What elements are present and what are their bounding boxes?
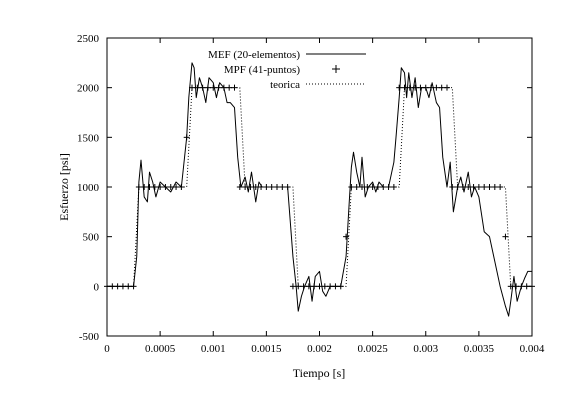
x-tick-label: 0.003 (413, 343, 438, 355)
legend: MEF (20-elementos) MPF (41-puntos) teori… (208, 49, 366, 91)
mpf-point (236, 184, 243, 190)
mpf-point (396, 84, 403, 91)
y-tick-label: 1000 (77, 182, 100, 194)
x-axis-label: Tiempo [s] (293, 366, 346, 380)
y-tick-label: 2500 (77, 33, 100, 45)
mpf-point (199, 84, 206, 91)
x-tick-label: 0.0025 (358, 343, 389, 355)
y-tick-label: 1500 (77, 132, 100, 144)
y-axis-label: Esfuerzo [psi] (57, 153, 71, 221)
legend-label-mpf: MPF (41-puntos) (224, 64, 300, 76)
x-tick-label: 0.0015 (251, 343, 282, 355)
mpf-point (449, 184, 456, 190)
x-tick-label: 0.0035 (464, 343, 495, 355)
y-tick-label: 0 (94, 281, 100, 293)
mpf-point (343, 233, 350, 240)
x-tick-label: 0.004 (520, 343, 545, 355)
x-tick-label: 0 (104, 343, 110, 355)
y-tick-label: 500 (83, 232, 100, 244)
series-layer (104, 62, 535, 317)
y-tick-label: -500 (79, 331, 100, 343)
y-tick-label: 2000 (77, 83, 100, 95)
mpf-point (289, 283, 296, 290)
mpf-point (332, 283, 339, 290)
legend-swatch-mpf (332, 65, 340, 73)
mpf-point (502, 233, 509, 240)
legend-label-teorica: teorica (270, 79, 300, 91)
x-tick-label: 0.0005 (145, 343, 176, 355)
series-teorica-line (107, 87, 532, 287)
mpf-point (475, 184, 482, 190)
legend-label-mef: MEF (20-elementos) (208, 49, 300, 61)
series-mpf-points (104, 84, 535, 290)
x-tick-label: 0.001 (201, 343, 226, 355)
x-tick-label: 0.002 (307, 343, 332, 355)
mpf-point (183, 134, 190, 141)
series-mef-line (107, 62, 532, 317)
mpf-point (444, 84, 450, 91)
axis-ticks: 0 0.0005 0.001 0.0015 0.002 0.0025 0.003 0.0035… (77, 33, 545, 355)
